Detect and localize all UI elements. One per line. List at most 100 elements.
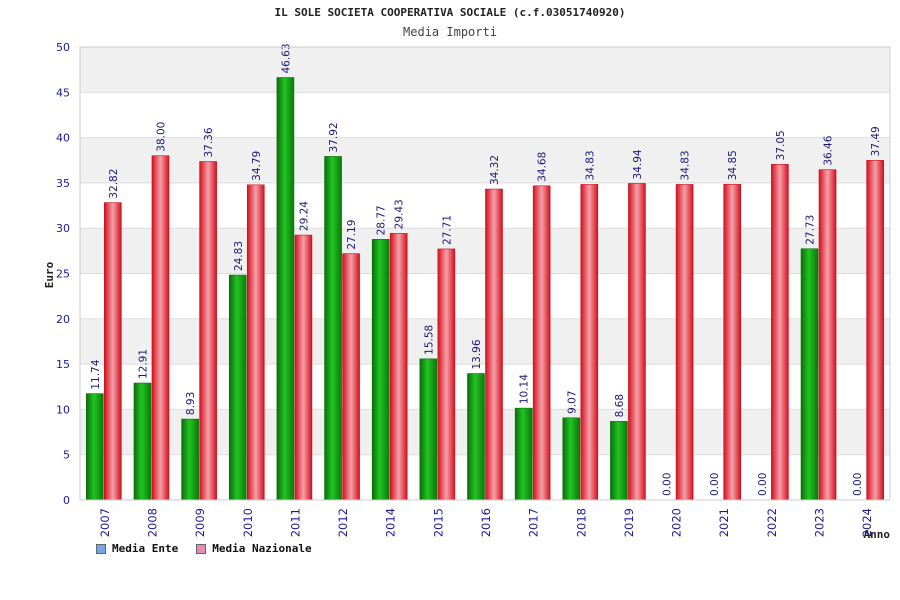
data-label-media-ente: 10.14 <box>519 374 531 404</box>
x-tick-label: 2023 <box>813 508 827 537</box>
data-label-media-ente: 0.00 <box>662 473 674 496</box>
grid-band <box>80 92 890 138</box>
data-label-media-ente: 8.93 <box>185 392 197 415</box>
data-label-media-ente: 12.91 <box>137 349 149 379</box>
data-label-media-nazionale: 38.00 <box>155 122 167 152</box>
x-tick-label: 2020 <box>670 508 684 537</box>
legend-item-nazionale: Media Nazionale <box>196 542 312 555</box>
data-label-media-ente: 24.83 <box>233 241 245 271</box>
data-label-media-nazionale: 37.36 <box>203 127 215 157</box>
bar-media-nazionale <box>294 234 313 501</box>
data-label-media-nazionale: 34.83 <box>680 150 692 180</box>
x-tick-label: 2022 <box>765 508 779 537</box>
data-label-media-ente: 0.00 <box>852 473 864 496</box>
bar-media-nazionale <box>104 202 122 501</box>
bar-media-nazionale <box>485 188 503 501</box>
y-tick-label: 30 <box>56 222 70 235</box>
x-tick-label: 2021 <box>717 508 731 537</box>
bar-media-nazionale <box>580 184 599 501</box>
bar-media-ente <box>276 77 295 501</box>
bar-media-ente <box>562 417 581 501</box>
data-label-media-nazionale: 32.82 <box>108 169 120 199</box>
bar-media-ente <box>228 274 247 501</box>
data-label-media-ente: 8.68 <box>614 394 626 417</box>
legend-item-ente: Media Ente <box>96 542 178 555</box>
x-tick-label: 2018 <box>574 508 588 537</box>
data-label-media-nazionale: 27.71 <box>441 215 453 245</box>
data-label-media-nazionale: 37.49 <box>870 126 882 156</box>
x-tick-label: 2015 <box>431 508 445 537</box>
x-tick-label: 2014 <box>384 508 398 537</box>
bar-media-nazionale <box>866 160 884 501</box>
data-label-media-ente: 9.07 <box>566 390 578 413</box>
x-tick-label: 2024 <box>860 508 874 537</box>
data-label-media-nazionale: 29.24 <box>298 201 310 231</box>
legend: Media Ente Media Nazionale <box>96 542 312 555</box>
bar-media-ente <box>324 156 342 501</box>
x-tick-label: 2007 <box>98 508 112 537</box>
x-tick-label: 2012 <box>336 508 350 537</box>
y-tick-label: 5 <box>63 449 70 462</box>
data-label-media-nazionale: 34.68 <box>537 152 549 182</box>
data-label-media-nazionale: 34.79 <box>251 151 263 181</box>
data-label-media-ente: 27.73 <box>805 215 817 245</box>
bar-media-nazionale <box>342 253 360 501</box>
bar-media-nazionale <box>628 183 646 501</box>
bar-media-ente <box>181 418 199 501</box>
bar-media-nazionale <box>675 184 694 501</box>
x-tick-label: 2017 <box>527 508 541 537</box>
data-label-media-ente: 28.77 <box>376 205 388 235</box>
bar-media-nazionale <box>818 169 837 501</box>
grid-band <box>80 47 890 93</box>
y-tick-label: 0 <box>63 494 70 507</box>
data-label-media-ente: 46.63 <box>280 43 292 73</box>
data-label-media-ente: 0.00 <box>709 473 721 496</box>
bar-media-nazionale <box>437 248 456 501</box>
data-label-media-nazionale: 36.46 <box>823 135 835 165</box>
bar-media-nazionale <box>151 155 170 501</box>
data-label-media-nazionale: 37.05 <box>775 130 787 160</box>
data-label-media-ente: 15.58 <box>423 325 435 355</box>
bar-media-ente <box>419 358 438 501</box>
data-label-media-ente: 0.00 <box>757 473 769 496</box>
plot-frame <box>79 46 891 501</box>
bar-media-ente <box>610 421 628 501</box>
chart-title: IL SOLE SOCIETA COOPERATIVA SOCIALE (c.f… <box>274 6 626 19</box>
data-label-media-ente: 11.74 <box>90 359 102 389</box>
data-label-media-nazionale: 34.85 <box>727 150 739 180</box>
y-tick-label: 15 <box>56 358 70 371</box>
x-tick-label: 2010 <box>241 508 255 537</box>
x-tick-label: 2008 <box>145 508 159 537</box>
y-tick-label: 25 <box>56 268 70 281</box>
y-tick-label: 50 <box>56 41 70 54</box>
legend-label-nazionale: Media Nazionale <box>212 542 312 555</box>
y-tick-label: 10 <box>56 403 70 416</box>
bar-media-nazionale <box>723 183 742 501</box>
x-tick-label: 2011 <box>288 508 302 537</box>
bar-media-ente <box>514 407 533 501</box>
bar-media-nazionale <box>246 184 265 501</box>
x-tick-label: 2016 <box>479 508 493 537</box>
bar-media-nazionale <box>532 185 551 501</box>
bar-media-nazionale <box>771 164 789 501</box>
data-label-media-nazionale: 29.43 <box>394 199 406 229</box>
y-tick-label: 35 <box>56 177 70 190</box>
y-axis-label: Euro <box>43 261 56 288</box>
data-label-media-nazionale: 27.19 <box>346 220 358 250</box>
bar-media-nazionale <box>389 233 408 501</box>
chart-subtitle: Media Importi <box>403 25 497 39</box>
legend-label-ente: Media Ente <box>112 542 179 555</box>
y-tick-label: 20 <box>56 313 70 326</box>
bar-media-ente <box>133 382 152 501</box>
data-label-media-nazionale: 34.94 <box>632 149 644 179</box>
data-label-media-nazionale: 34.83 <box>584 150 596 180</box>
bar-media-ente <box>800 248 819 501</box>
x-tick-label: 2019 <box>622 508 636 537</box>
data-label-media-ente: 37.92 <box>328 122 340 152</box>
y-tick-label: 45 <box>56 86 70 99</box>
y-tick-label: 40 <box>56 132 70 145</box>
data-label-media-nazionale: 34.32 <box>489 155 501 185</box>
x-tick-label: 2009 <box>193 508 207 537</box>
x-axis-label: Anno <box>864 528 891 541</box>
